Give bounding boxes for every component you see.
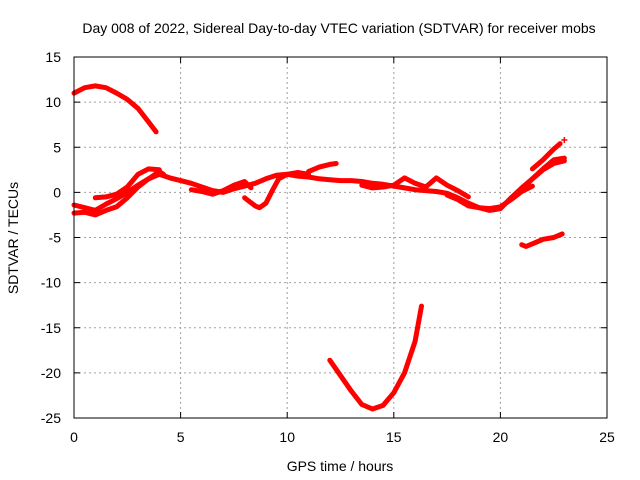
y-tick-label: 5 bbox=[53, 139, 61, 155]
series-arc-7 bbox=[306, 161, 339, 175]
x-tick-label: 5 bbox=[177, 429, 185, 445]
x-tick-label: 20 bbox=[493, 429, 509, 445]
series-arc-13 bbox=[519, 231, 565, 249]
series-arc-3 bbox=[71, 169, 166, 218]
tick-layer: 0 5 10 15 20 25 -25 -20 -15 -10 -5 0 5 10 15 bbox=[41, 49, 615, 445]
y-tick-label: -5 bbox=[49, 230, 62, 246]
series-arc-4 bbox=[92, 166, 162, 201]
series-arc-10 bbox=[519, 155, 567, 193]
chart-title: Day 008 of 2022, Sidereal Day-to-day VTE… bbox=[82, 20, 595, 36]
grid-layer bbox=[74, 57, 607, 418]
x-tick-label: 25 bbox=[599, 429, 615, 445]
series-arc-6 bbox=[242, 170, 311, 211]
y-tick-label: -20 bbox=[41, 365, 61, 381]
series-arc-1 bbox=[71, 83, 159, 135]
y-tick-label: 10 bbox=[45, 94, 61, 110]
series-arc-8 bbox=[359, 175, 471, 200]
series-arc-12 bbox=[327, 303, 424, 412]
series-arc-11 bbox=[529, 141, 563, 172]
y-axis-label: SDTVAR / TECUs bbox=[5, 182, 21, 294]
series-arc-9 bbox=[444, 183, 535, 212]
y-tick-label: -10 bbox=[41, 275, 61, 291]
data-point-outlier bbox=[561, 137, 568, 144]
x-tick-label: 10 bbox=[279, 429, 295, 445]
y-tick-label: 15 bbox=[45, 49, 61, 65]
x-tick-label: 15 bbox=[386, 429, 402, 445]
y-tick-label: -15 bbox=[41, 320, 61, 336]
y-tick-label: -25 bbox=[41, 410, 61, 426]
series-layer bbox=[71, 83, 568, 412]
x-axis-label: GPS time / hours bbox=[287, 458, 394, 474]
x-tick-label: 0 bbox=[70, 429, 78, 445]
y-tick-label: 0 bbox=[53, 184, 61, 200]
series-arc-5 bbox=[188, 179, 254, 197]
